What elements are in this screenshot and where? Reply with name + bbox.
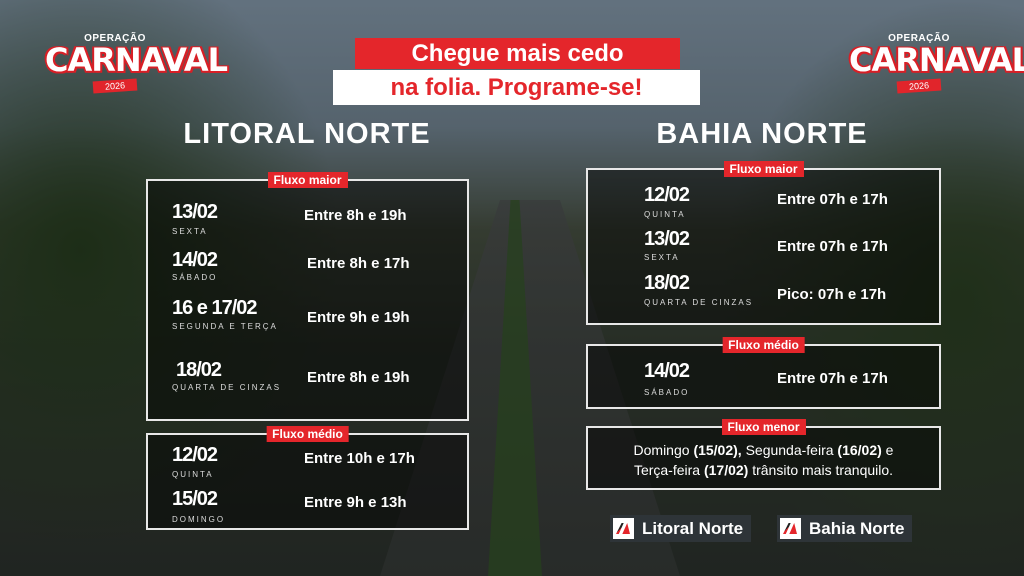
day: QUARTA DE CINZAS [172, 383, 282, 392]
brand-name: Litoral Norte [642, 518, 744, 538]
brand-logo-icon [780, 518, 801, 539]
fluxo-tag: Fluxo maior [723, 161, 804, 177]
note-date: (16/02) [837, 442, 882, 458]
fluxo-tag: Fluxo maior [267, 172, 348, 188]
date: 14/02 [172, 249, 218, 271]
litoral-norte-brand: Litoral Norte [610, 515, 752, 542]
brand-name: Bahia Norte [809, 518, 905, 538]
right-fluxo-menor-box: Fluxo menor Domingo (15/02), Segunda-fei… [586, 419, 941, 490]
time: Entre 10h e 17h [304, 450, 415, 467]
time: Entre 07h e 17h [777, 238, 888, 255]
date: 12/02 [644, 184, 690, 206]
time: Entre 07h e 17h [777, 370, 888, 387]
banner-line2: na folia. Programe-se! [333, 70, 700, 105]
bahia-norte-brand: Bahia Norte [777, 515, 913, 542]
day: SEXTA [172, 227, 208, 236]
carnaval-logo-left: OPERAÇÃO CARNAVAL 2026 [45, 33, 228, 94]
fluxo-tag: Fluxo médio [722, 337, 805, 353]
fluxo-tag: Fluxo menor [721, 419, 806, 435]
day: SEGUNDA E TERÇA [172, 322, 278, 331]
logo-small: OPERAÇÃO [84, 33, 146, 44]
banner-line1: Chegue mais cedo [355, 38, 680, 69]
date: 13/02 [172, 201, 218, 223]
time: Pico: 07h e 17h [777, 286, 887, 303]
right-title: BAHIA NORTE [656, 118, 868, 150]
logo-main: CARNAVAL [45, 41, 228, 79]
right-fluxo-medio-box: Fluxo médio 14/02 SÁBADO Entre 07h e 17h [586, 337, 941, 409]
day: SEXTA [644, 253, 680, 262]
date: 16 e 17/02 [172, 297, 258, 319]
left-title: LITORAL NORTE [183, 118, 431, 150]
brand-logo-icon [613, 518, 634, 539]
time: Entre 9h e 19h [307, 309, 410, 326]
day: DOMINGO [172, 515, 226, 524]
time: Entre 07h e 17h [777, 191, 888, 208]
note-text: Domingo [633, 442, 694, 458]
day: QUINTA [644, 210, 686, 219]
date: 18/02 [176, 359, 222, 381]
time: Entre 8h e 19h [304, 207, 407, 224]
logo-small: OPERAÇÃO [888, 33, 950, 44]
time: Entre 8h e 19h [307, 369, 410, 386]
carnaval-logo-right: OPERAÇÃO CARNAVAL 2026 [849, 33, 1024, 94]
fluxo-menor-note: Domingo (15/02), Segunda-feira (16/02) e… [588, 440, 939, 480]
day: QUARTA DE CINZAS [644, 298, 754, 307]
logo-year: 2026 [92, 78, 138, 94]
time: Entre 8h e 17h [307, 255, 410, 272]
date: 12/02 [172, 444, 218, 466]
note-date: (15/02), [693, 442, 742, 458]
logo-year: 2026 [896, 78, 942, 94]
logo-main: CARNAVAL [849, 41, 1024, 79]
day: QUINTA [172, 470, 214, 479]
time: Entre 9h e 13h [304, 494, 407, 511]
date: 18/02 [644, 272, 690, 294]
day: SÁBADO [644, 388, 690, 397]
fluxo-tag: Fluxo médio [266, 426, 349, 442]
date: 15/02 [172, 488, 218, 510]
note-text: e [881, 442, 894, 458]
right-fluxo-maior-box: Fluxo maior 12/02 QUINTA Entre 07h e 17h… [586, 161, 941, 325]
note-text: Terça-feira [633, 462, 704, 478]
note-date: (17/02) [703, 462, 749, 478]
note-text: trânsito mais tranquilo. [748, 462, 894, 478]
left-fluxo-maior-box: Fluxo maior 13/02 SEXTA Entre 8h e 19h 1… [146, 172, 469, 421]
date: 14/02 [644, 360, 690, 382]
date: 13/02 [644, 228, 690, 250]
left-fluxo-medio-box: Fluxo médio 12/02 QUINTA Entre 10h e 17h… [146, 426, 469, 530]
day: SÁBADO [172, 273, 218, 282]
note-text: Segunda-feira [741, 442, 838, 458]
